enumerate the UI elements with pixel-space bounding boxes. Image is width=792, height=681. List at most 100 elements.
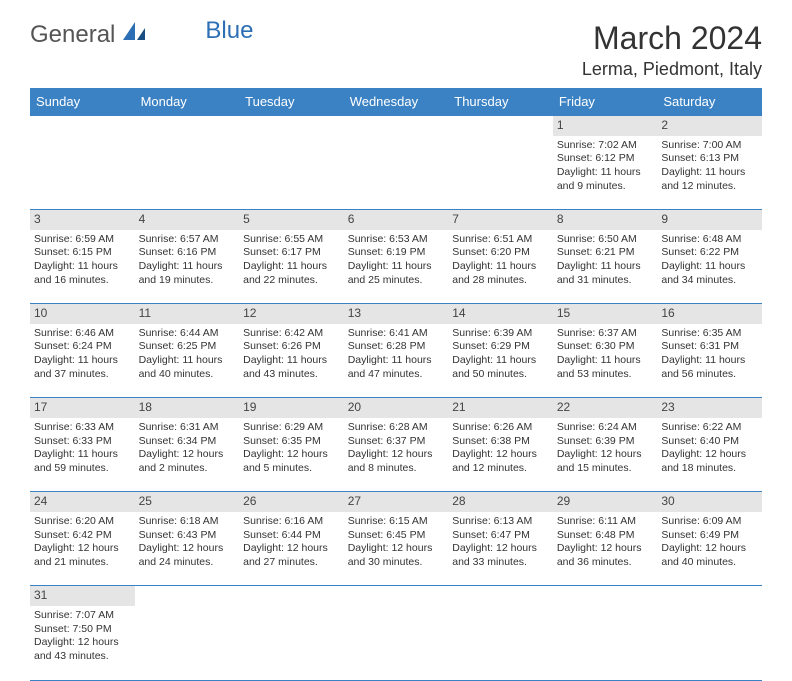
sunrise-line: Sunrise: 6:31 AM xyxy=(139,421,236,435)
sunrise-line: Sunrise: 6:48 AM xyxy=(661,233,758,247)
day2-line: and 59 minutes. xyxy=(34,462,131,476)
day-number: 13 xyxy=(344,304,449,324)
sunrise-line: Sunrise: 6:42 AM xyxy=(243,327,340,341)
day2-line: and 34 minutes. xyxy=(661,274,758,288)
day-number xyxy=(135,586,240,606)
sunset-line: Sunset: 6:44 PM xyxy=(243,529,340,543)
sunset-line: Sunset: 6:13 PM xyxy=(661,152,758,166)
day-cell: Sunrise: 6:42 AMSunset: 6:26 PMDaylight:… xyxy=(239,324,344,398)
sunrise-line: Sunrise: 6:39 AM xyxy=(452,327,549,341)
day-cell: Sunrise: 6:18 AMSunset: 6:43 PMDaylight:… xyxy=(135,512,240,586)
sunset-line: Sunset: 6:48 PM xyxy=(557,529,654,543)
day2-line: and 56 minutes. xyxy=(661,368,758,382)
sunrise-line: Sunrise: 6:46 AM xyxy=(34,327,131,341)
sunset-line: Sunset: 6:20 PM xyxy=(452,246,549,260)
sunset-line: Sunset: 6:12 PM xyxy=(557,152,654,166)
day-cell xyxy=(344,606,449,680)
day-cell xyxy=(30,136,135,210)
day-cell: Sunrise: 6:24 AMSunset: 6:39 PMDaylight:… xyxy=(553,418,658,492)
weekday-header: Sunday xyxy=(30,88,135,116)
calendar-table: SundayMondayTuesdayWednesdayThursdayFrid… xyxy=(30,88,762,681)
day-cell: Sunrise: 6:41 AMSunset: 6:28 PMDaylight:… xyxy=(344,324,449,398)
day1-line: Daylight: 12 hours xyxy=(139,448,236,462)
day1-line: Daylight: 11 hours xyxy=(557,354,654,368)
day1-line: Daylight: 11 hours xyxy=(661,354,758,368)
day-number: 24 xyxy=(30,492,135,512)
weekday-header: Saturday xyxy=(657,88,762,116)
day2-line: and 9 minutes. xyxy=(557,180,654,194)
location: Lerma, Piedmont, Italy xyxy=(582,59,762,80)
sunset-line: Sunset: 6:15 PM xyxy=(34,246,131,260)
day-cell xyxy=(135,136,240,210)
day-cell: Sunrise: 6:15 AMSunset: 6:45 PMDaylight:… xyxy=(344,512,449,586)
day-cell: Sunrise: 6:35 AMSunset: 6:31 PMDaylight:… xyxy=(657,324,762,398)
sunset-line: Sunset: 6:38 PM xyxy=(452,435,549,449)
day-cell: Sunrise: 7:07 AMSunset: 7:50 PMDaylight:… xyxy=(30,606,135,680)
day1-line: Daylight: 12 hours xyxy=(348,448,445,462)
day2-line: and 53 minutes. xyxy=(557,368,654,382)
day-cell: Sunrise: 6:16 AMSunset: 6:44 PMDaylight:… xyxy=(239,512,344,586)
day1-line: Daylight: 12 hours xyxy=(243,448,340,462)
day-cell xyxy=(657,606,762,680)
day-number: 12 xyxy=(239,304,344,324)
day-cell: Sunrise: 6:31 AMSunset: 6:34 PMDaylight:… xyxy=(135,418,240,492)
sunrise-line: Sunrise: 6:20 AM xyxy=(34,515,131,529)
detail-row: Sunrise: 6:20 AMSunset: 6:42 PMDaylight:… xyxy=(30,512,762,586)
day-cell: Sunrise: 6:50 AMSunset: 6:21 PMDaylight:… xyxy=(553,230,658,304)
day-number: 28 xyxy=(448,492,553,512)
day2-line: and 33 minutes. xyxy=(452,556,549,570)
sunrise-line: Sunrise: 6:41 AM xyxy=(348,327,445,341)
day2-line: and 36 minutes. xyxy=(557,556,654,570)
sunset-line: Sunset: 6:47 PM xyxy=(452,529,549,543)
day-cell xyxy=(448,136,553,210)
sunrise-line: Sunrise: 6:35 AM xyxy=(661,327,758,341)
day1-line: Daylight: 11 hours xyxy=(452,354,549,368)
day-cell xyxy=(553,606,658,680)
day1-line: Daylight: 12 hours xyxy=(348,542,445,556)
day2-line: and 18 minutes. xyxy=(661,462,758,476)
header: General Blue March 2024 Lerma, Piedmont,… xyxy=(0,0,792,88)
daynum-row: 17181920212223 xyxy=(30,398,762,418)
day-cell xyxy=(239,606,344,680)
weekday-header: Friday xyxy=(553,88,658,116)
day2-line: and 8 minutes. xyxy=(348,462,445,476)
day1-line: Daylight: 11 hours xyxy=(557,166,654,180)
sunset-line: Sunset: 6:45 PM xyxy=(348,529,445,543)
day2-line: and 40 minutes. xyxy=(661,556,758,570)
day-number: 15 xyxy=(553,304,658,324)
day2-line: and 40 minutes. xyxy=(139,368,236,382)
detail-row: Sunrise: 6:59 AMSunset: 6:15 PMDaylight:… xyxy=(30,230,762,304)
weekday-header: Monday xyxy=(135,88,240,116)
sunrise-line: Sunrise: 6:37 AM xyxy=(557,327,654,341)
day1-line: Daylight: 11 hours xyxy=(243,354,340,368)
day-number: 25 xyxy=(135,492,240,512)
day-cell: Sunrise: 6:53 AMSunset: 6:19 PMDaylight:… xyxy=(344,230,449,304)
day1-line: Daylight: 12 hours xyxy=(557,542,654,556)
day-cell: Sunrise: 6:28 AMSunset: 6:37 PMDaylight:… xyxy=(344,418,449,492)
day2-line: and 31 minutes. xyxy=(557,274,654,288)
daynum-row: 31 xyxy=(30,586,762,606)
sunset-line: Sunset: 6:29 PM xyxy=(452,340,549,354)
day1-line: Daylight: 11 hours xyxy=(34,448,131,462)
daynum-row: 12 xyxy=(30,116,762,136)
day1-line: Daylight: 12 hours xyxy=(243,542,340,556)
logo-general: General xyxy=(30,21,115,49)
sunset-line: Sunset: 6:40 PM xyxy=(661,435,758,449)
sunrise-line: Sunrise: 7:00 AM xyxy=(661,139,758,153)
sunrise-line: Sunrise: 6:18 AM xyxy=(139,515,236,529)
day-cell: Sunrise: 7:02 AMSunset: 6:12 PMDaylight:… xyxy=(553,136,658,210)
day-number: 4 xyxy=(135,210,240,230)
day-number xyxy=(448,116,553,136)
day-cell xyxy=(135,606,240,680)
day-number: 21 xyxy=(448,398,553,418)
day2-line: and 16 minutes. xyxy=(34,274,131,288)
sunset-line: Sunset: 6:33 PM xyxy=(34,435,131,449)
day1-line: Daylight: 12 hours xyxy=(661,448,758,462)
day-number: 16 xyxy=(657,304,762,324)
logo-sail-icon xyxy=(121,20,147,49)
sunrise-line: Sunrise: 6:09 AM xyxy=(661,515,758,529)
logo-blue: Blue xyxy=(205,17,253,45)
sunrise-line: Sunrise: 7:02 AM xyxy=(557,139,654,153)
day2-line: and 43 minutes. xyxy=(34,650,131,664)
day1-line: Daylight: 12 hours xyxy=(557,448,654,462)
